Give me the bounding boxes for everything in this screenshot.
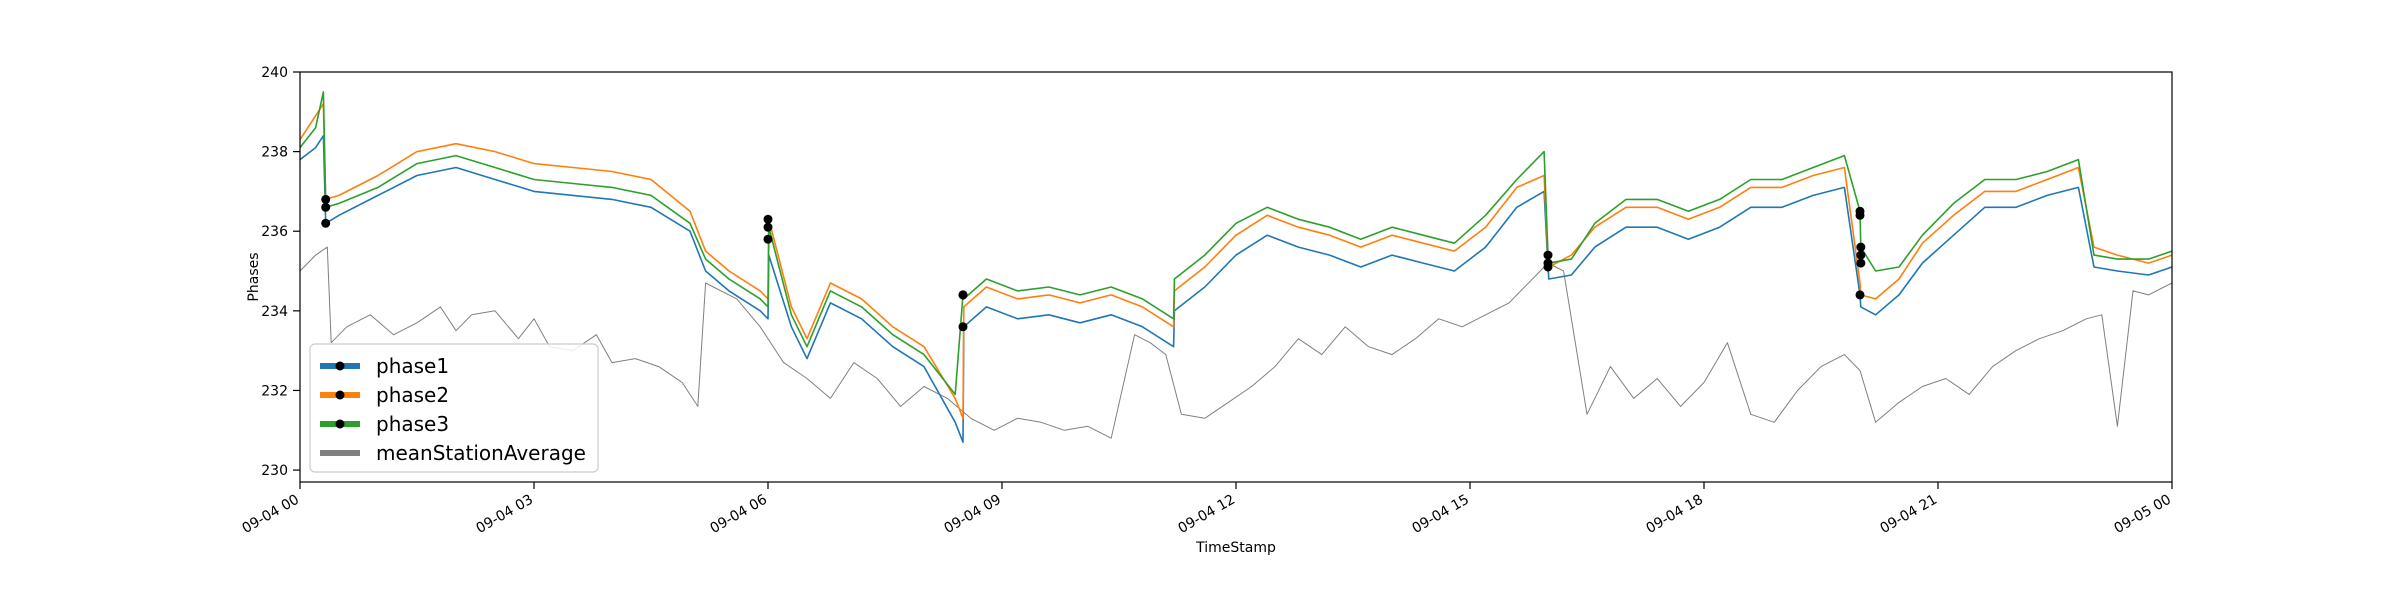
x-tick-label: 09-04 12 — [1175, 492, 1238, 537]
point-marker-phase2 — [763, 214, 773, 224]
point-marker-phase3 — [1543, 258, 1553, 268]
x-tick-label: 09-04 06 — [707, 492, 770, 537]
series-line-phase3 — [299, 91, 2173, 396]
series-layer — [299, 91, 2173, 444]
x-tick-label: 09-05 00 — [2111, 492, 2174, 537]
legend-label-phase1: phase1 — [376, 354, 449, 378]
legend-label-meanStationAverage: meanStationAverage — [376, 441, 586, 465]
x-tick-label: 09-04 15 — [1409, 492, 1472, 537]
y-tick-label: 238 — [261, 145, 288, 161]
point-marker-phase1 — [958, 322, 968, 332]
y-axis-title: Phases — [246, 252, 262, 301]
y-tick-label: 234 — [261, 304, 288, 320]
point-marker-phase3 — [1856, 250, 1866, 260]
point-marker-phase3 — [958, 290, 968, 300]
legend-label-phase3: phase3 — [376, 412, 449, 436]
y-tick-label: 232 — [261, 383, 288, 399]
point-marker-phase1 — [1856, 242, 1866, 252]
point-marker-phase1 — [1855, 290, 1865, 300]
point-marker-phase3 — [763, 222, 773, 232]
y-axis: 230 232 234 236 238 240 — [261, 65, 300, 479]
point-marker-phase2 — [1543, 250, 1553, 260]
x-tick-label: 09-04 09 — [941, 492, 1004, 537]
y-tick-label: 230 — [261, 463, 288, 479]
point-marker-phase2 — [1856, 258, 1866, 268]
legend-marker-phase2 — [335, 390, 345, 400]
legend-box — [309, 343, 599, 473]
marker-layer — [321, 194, 1866, 332]
series-line-phase1 — [299, 134, 2173, 444]
x-axis: 09-04 00 09-04 03 09-04 06 09-04 09 09-04 12… — [239, 482, 2174, 537]
point-marker-phase1 — [763, 234, 773, 244]
point-marker-phase2 — [321, 194, 331, 204]
x-tick-label: 09-04 21 — [1877, 492, 1940, 537]
legend: phase1 phase2 phase3 meanStationAverage — [309, 343, 599, 473]
point-marker-phase1 — [321, 218, 331, 228]
y-tick-label: 240 — [261, 65, 288, 81]
x-tick-label: 09-04 03 — [473, 492, 536, 537]
x-tick-label: 09-04 00 — [239, 492, 302, 537]
x-axis-title: TimeStamp — [1195, 540, 1276, 556]
legend-marker-phase3 — [335, 419, 345, 429]
point-marker-phase3 — [1855, 206, 1865, 216]
point-marker-phase3 — [321, 202, 331, 212]
x-tick-label: 09-04 18 — [1643, 492, 1706, 537]
y-tick-label: 236 — [261, 224, 288, 240]
legend-label-phase2: phase2 — [376, 383, 449, 407]
legend-marker-phase1 — [335, 361, 345, 371]
